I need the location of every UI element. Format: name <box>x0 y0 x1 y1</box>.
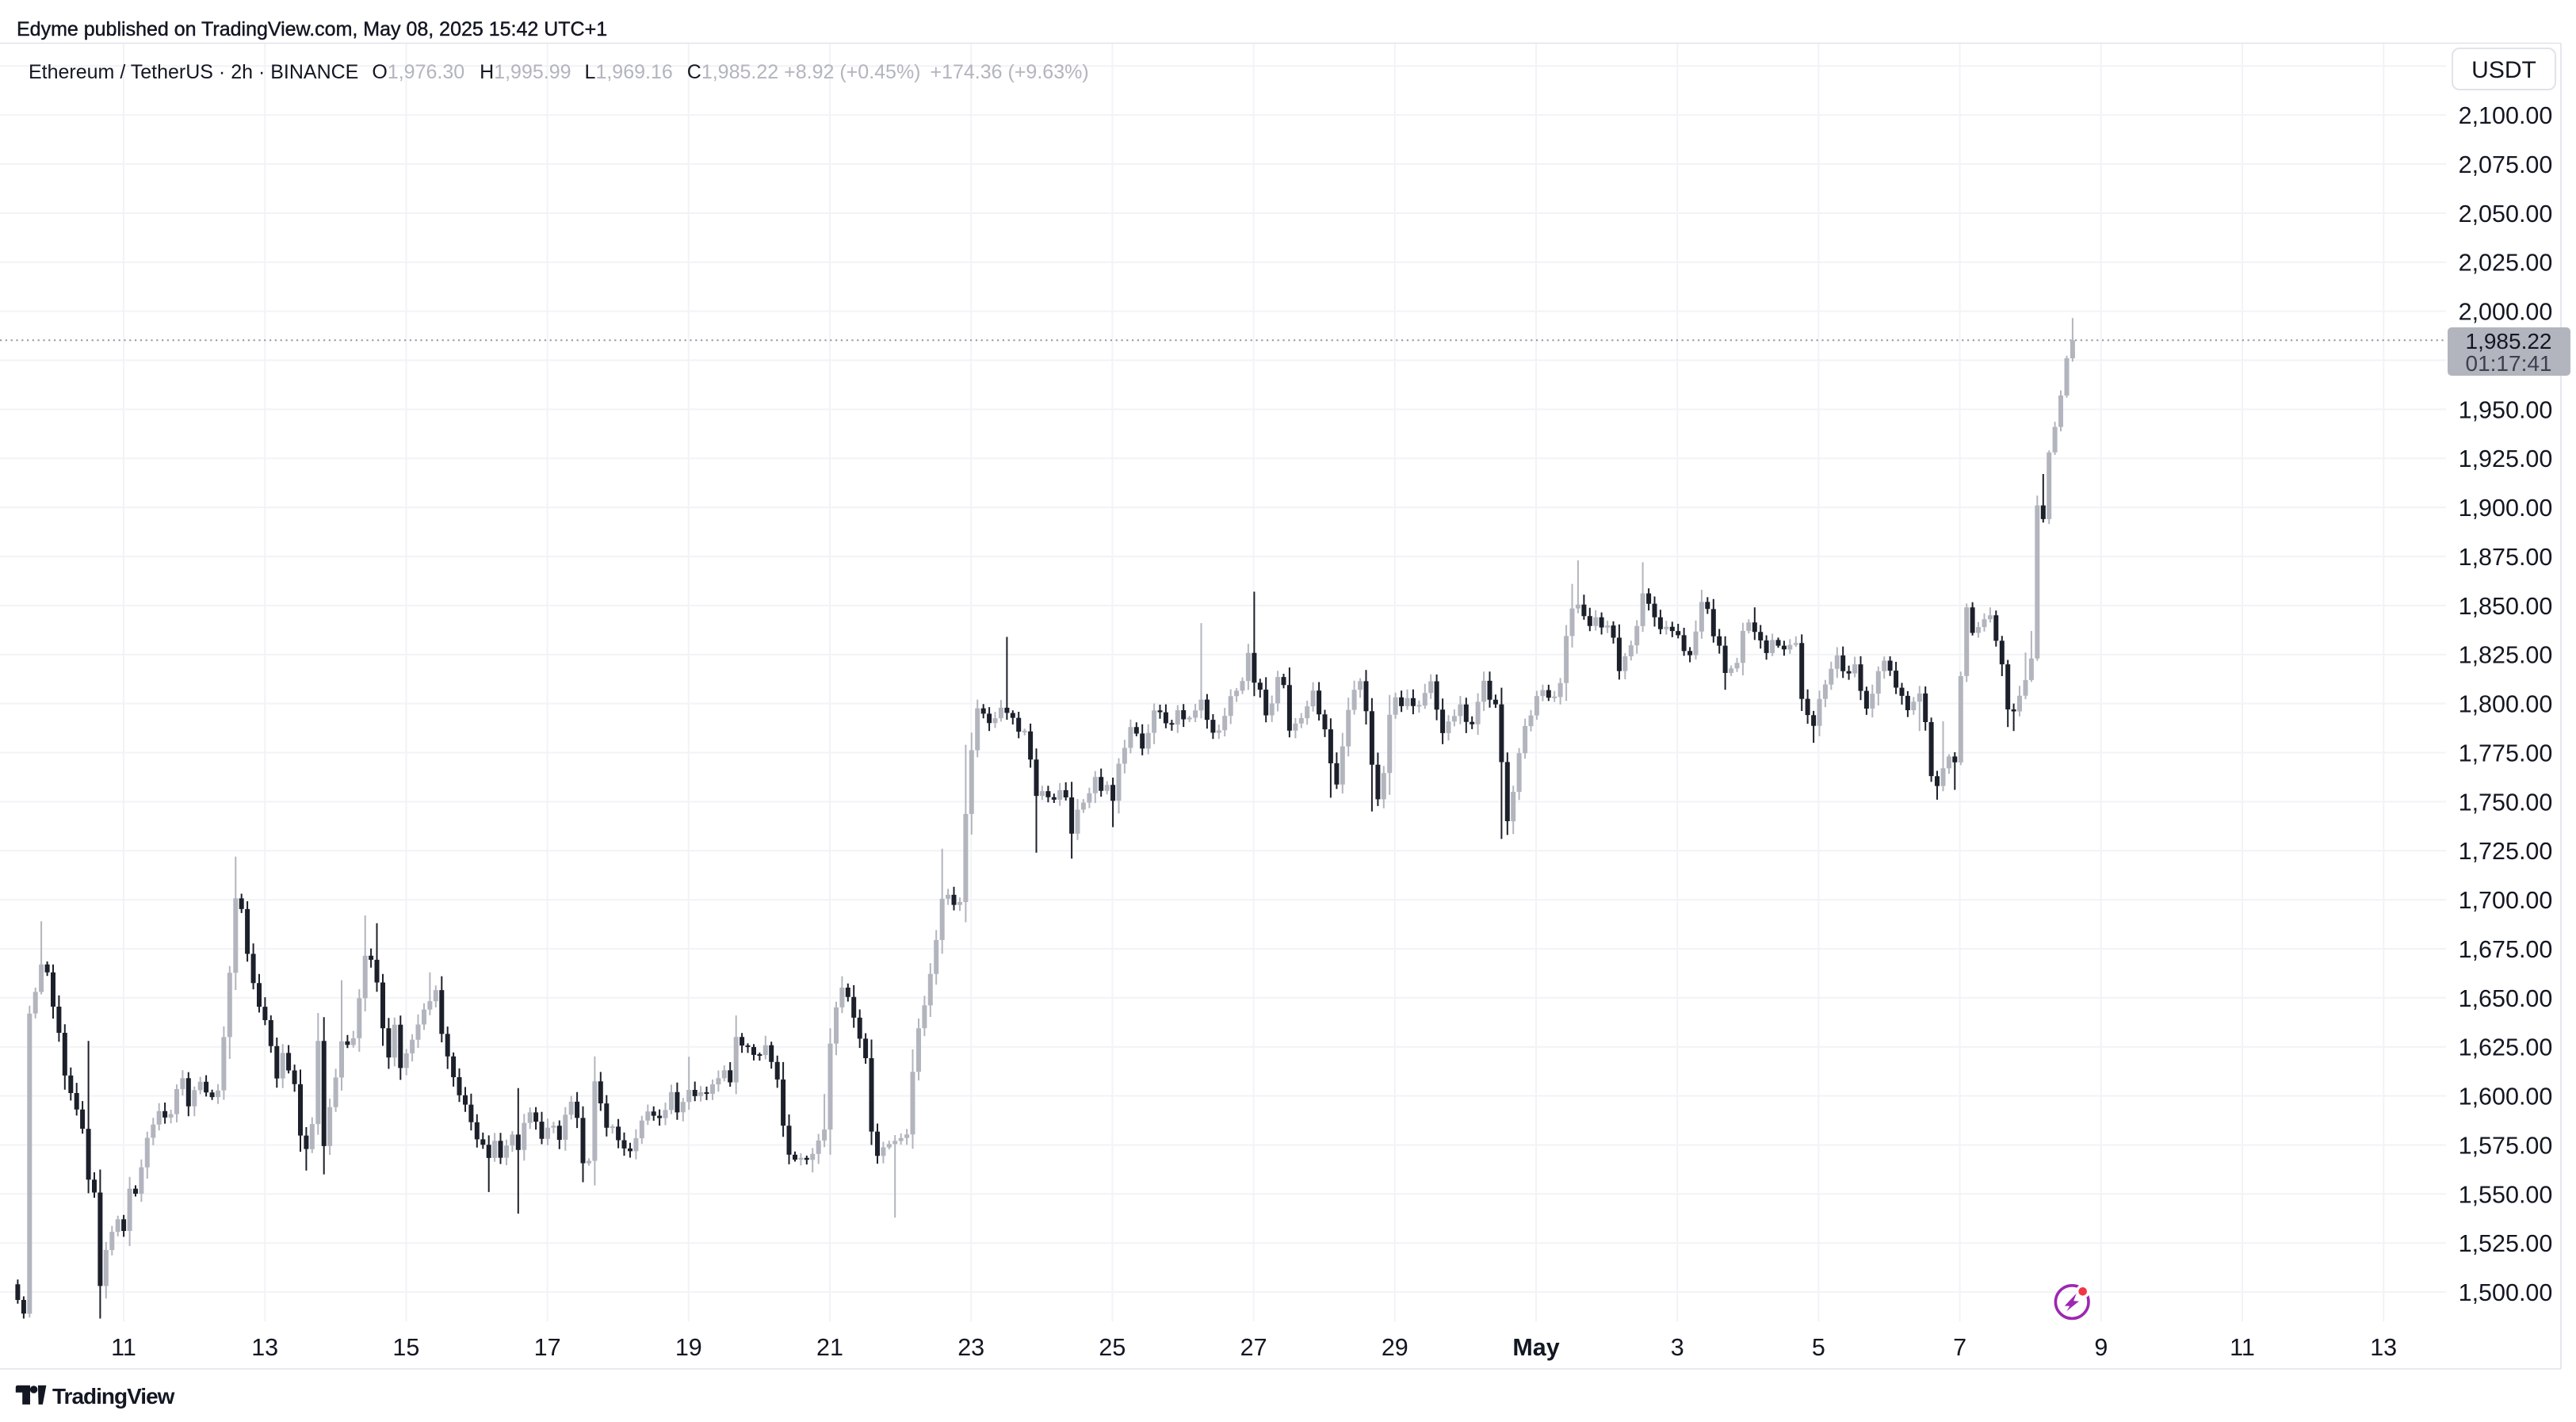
svg-text:2,000.00: 2,000.00 <box>2459 299 2553 326</box>
svg-text:1,600.00: 1,600.00 <box>2459 1084 2553 1110</box>
svg-text:1,575.00: 1,575.00 <box>2459 1133 2553 1160</box>
svg-text:1,875.00: 1,875.00 <box>2459 544 2553 571</box>
svg-text:Edyme published on TradingView: Edyme published on TradingView.com, May … <box>17 18 607 40</box>
svg-text:1,650.00: 1,650.00 <box>2459 985 2553 1012</box>
svg-text:11: 11 <box>111 1334 136 1361</box>
svg-text:15: 15 <box>392 1334 419 1361</box>
svg-text:1,750.00: 1,750.00 <box>2459 789 2553 816</box>
svg-text:1,525.00: 1,525.00 <box>2459 1230 2553 1257</box>
svg-text:1,500.00: 1,500.00 <box>2459 1279 2553 1306</box>
svg-text:1,900.00: 1,900.00 <box>2459 495 2553 522</box>
svg-text:1,950.00: 1,950.00 <box>2459 396 2553 423</box>
svg-text:1,985.22: 1,985.22 <box>2466 329 2552 354</box>
svg-text:1,675.00: 1,675.00 <box>2459 936 2553 963</box>
svg-text:9: 9 <box>2094 1334 2108 1361</box>
svg-text:2,050.00: 2,050.00 <box>2459 201 2553 227</box>
svg-text:1,775.00: 1,775.00 <box>2459 740 2553 767</box>
svg-text:25: 25 <box>1099 1334 1126 1361</box>
svg-text:17: 17 <box>534 1334 561 1361</box>
svg-text:7: 7 <box>1953 1334 1966 1361</box>
svg-text:13: 13 <box>2370 1334 2397 1361</box>
svg-text:1,800.00: 1,800.00 <box>2459 691 2553 718</box>
svg-text:Ethereum / TetherUS · 2h · BIN: Ethereum / TetherUS · 2h · BINANCE O1,976… <box>29 61 1089 83</box>
svg-text:29: 29 <box>1382 1334 1408 1361</box>
svg-text:21: 21 <box>816 1334 843 1361</box>
svg-text:11: 11 <box>2230 1334 2255 1361</box>
svg-text:13: 13 <box>251 1334 278 1361</box>
svg-text:TradingView: TradingView <box>52 1384 175 1409</box>
svg-text:1,850.00: 1,850.00 <box>2459 593 2553 620</box>
svg-text:01:17:41: 01:17:41 <box>2466 351 2552 376</box>
svg-text:23: 23 <box>957 1334 984 1361</box>
svg-text:1,925.00: 1,925.00 <box>2459 445 2553 472</box>
svg-text:1,725.00: 1,725.00 <box>2459 838 2553 865</box>
svg-text:2,025.00: 2,025.00 <box>2459 250 2553 277</box>
svg-text:1,825.00: 1,825.00 <box>2459 642 2553 669</box>
svg-text:May: May <box>1512 1334 1559 1361</box>
svg-text:27: 27 <box>1240 1334 1267 1361</box>
svg-text:USDT: USDT <box>2471 57 2536 83</box>
svg-text:1,700.00: 1,700.00 <box>2459 887 2553 914</box>
svg-text:2,075.00: 2,075.00 <box>2459 151 2553 178</box>
svg-text:1,625.00: 1,625.00 <box>2459 1034 2553 1061</box>
svg-text:1,550.00: 1,550.00 <box>2459 1181 2553 1208</box>
svg-text:19: 19 <box>675 1334 702 1361</box>
svg-text:2,100.00: 2,100.00 <box>2459 102 2553 129</box>
svg-text:3: 3 <box>1671 1334 1684 1361</box>
svg-text:5: 5 <box>1812 1334 1825 1361</box>
